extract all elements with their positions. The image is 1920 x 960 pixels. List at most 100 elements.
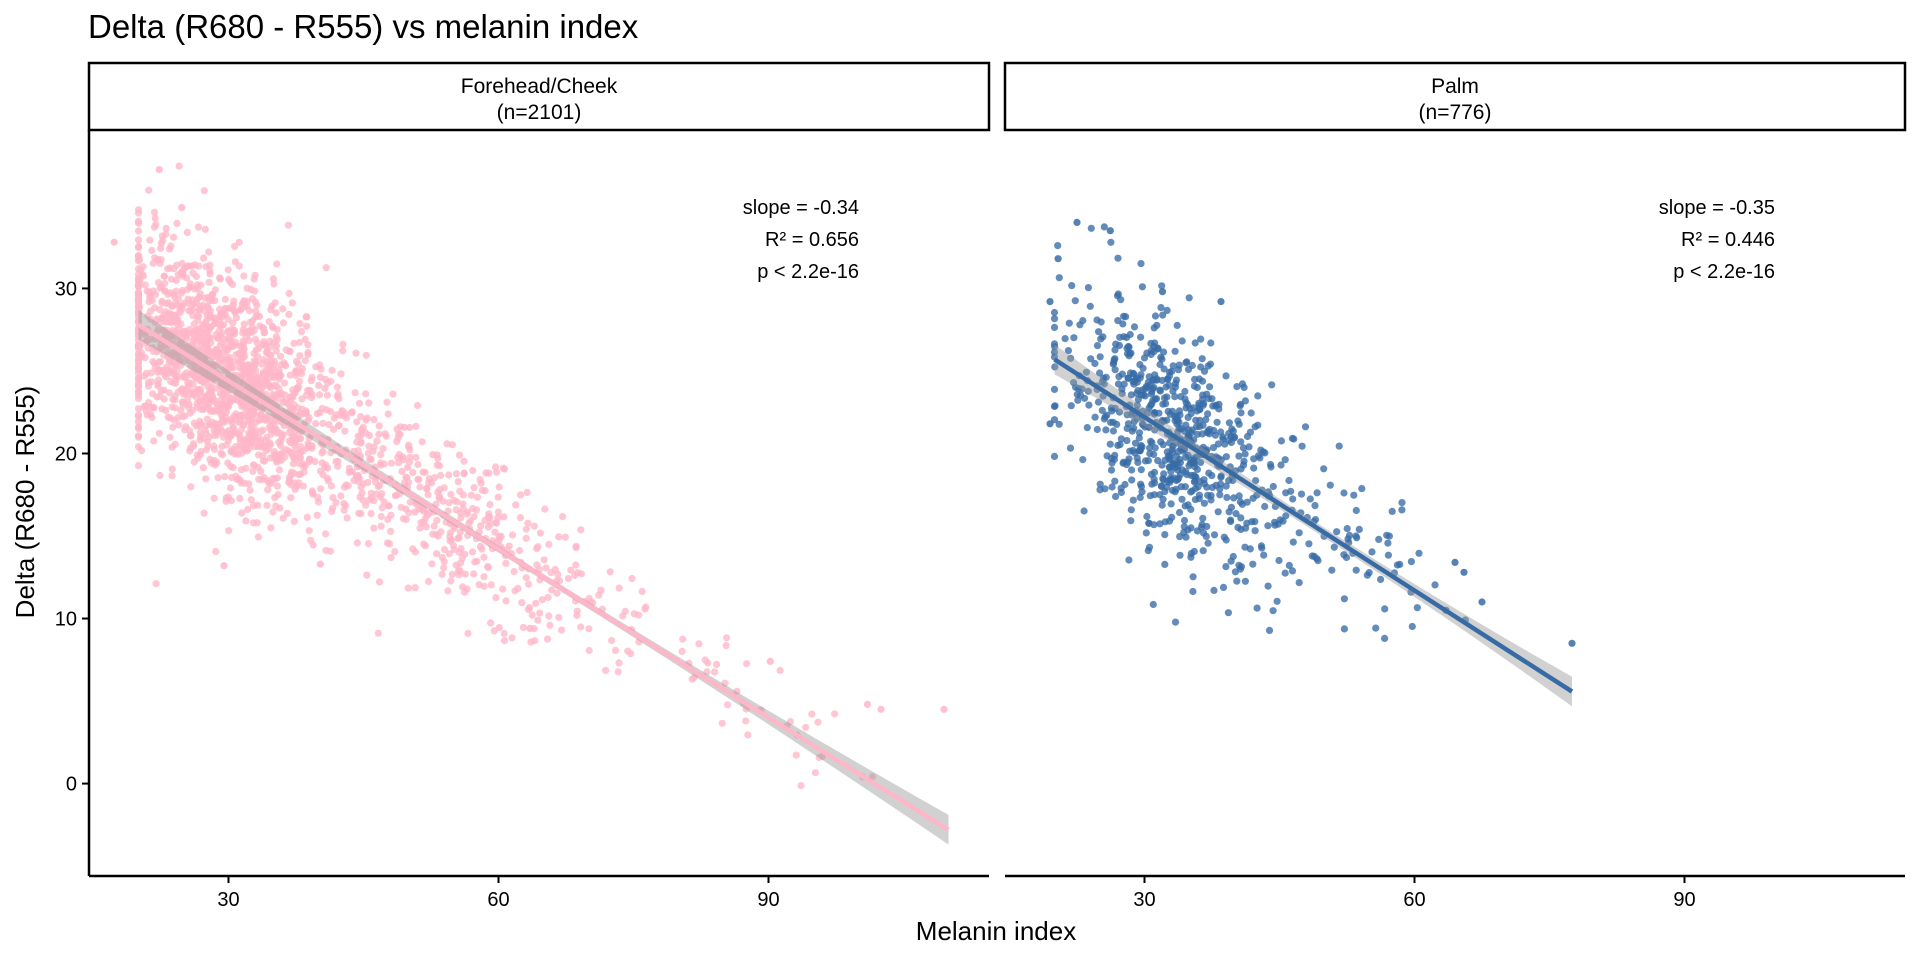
data-point (167, 242, 175, 250)
data-point (303, 444, 311, 452)
data-point (1254, 392, 1262, 400)
data-point (186, 280, 194, 288)
data-point (368, 472, 376, 480)
data-point (200, 371, 208, 379)
data-point (1185, 433, 1193, 441)
data-point (1274, 520, 1282, 528)
data-point (391, 548, 399, 556)
data-point (1097, 335, 1105, 343)
data-point (1093, 425, 1101, 434)
data-point (1072, 383, 1080, 391)
data-point (359, 496, 367, 504)
data-point (199, 464, 207, 472)
data-point (272, 347, 280, 355)
data-point (289, 438, 297, 446)
data-point (477, 522, 485, 530)
facet-strip (1003, 61, 1907, 132)
data-point (1096, 369, 1104, 377)
data-point (1189, 573, 1197, 581)
data-point (1451, 558, 1459, 567)
data-point (363, 571, 371, 579)
data-point (524, 605, 533, 614)
data-point (1187, 524, 1195, 532)
data-point (247, 404, 255, 412)
data-point (1174, 416, 1182, 424)
data-point (1109, 360, 1117, 368)
data-point (1368, 548, 1376, 556)
data-point (212, 397, 220, 405)
data-point (1217, 298, 1225, 306)
data-point (1136, 493, 1144, 501)
data-point (409, 468, 417, 476)
data-point (240, 339, 248, 348)
data-point (440, 564, 448, 572)
y-tick-label: 30 (55, 278, 77, 300)
data-point (171, 404, 179, 412)
data-point (1085, 401, 1093, 409)
data-point (183, 228, 191, 236)
data-point (157, 244, 165, 252)
data-point (248, 323, 256, 331)
data-point (327, 482, 336, 490)
data-point (776, 666, 784, 675)
data-point (267, 306, 275, 314)
data-point (296, 453, 304, 462)
data-point (1408, 622, 1416, 631)
data-point (237, 414, 246, 423)
data-point (221, 295, 229, 303)
data-point (1174, 428, 1182, 436)
data-point (510, 568, 518, 576)
data-point (456, 528, 464, 536)
data-point (486, 514, 494, 522)
data-point (1285, 561, 1293, 570)
data-point (1144, 457, 1152, 465)
data-point (134, 394, 143, 402)
data-point (173, 352, 181, 360)
data-point (278, 433, 286, 441)
data-point (446, 537, 454, 545)
panel-palm: Palm (n=776) slope = -0.35 R² = 0.446 p < 2.… (1003, 61, 1907, 911)
data-point (1120, 333, 1128, 341)
data-point (269, 324, 277, 332)
data-point (1050, 385, 1059, 393)
data-point (1204, 491, 1212, 499)
data-point (246, 363, 254, 372)
data-point (1277, 437, 1285, 445)
data-point (1137, 480, 1145, 488)
data-point (383, 539, 392, 547)
data-point (411, 584, 419, 592)
data-point (1203, 522, 1211, 531)
data-point (252, 307, 260, 315)
data-point (1137, 260, 1145, 268)
data-point (811, 769, 820, 777)
data-point (438, 553, 446, 562)
data-point (134, 411, 143, 419)
data-point (202, 339, 210, 347)
data-point (1217, 428, 1225, 436)
data-point (295, 338, 303, 347)
data-point (230, 412, 238, 420)
data-point (572, 561, 580, 569)
data-point (577, 526, 585, 534)
data-point (608, 636, 616, 645)
data-point (1151, 395, 1159, 403)
data-point (690, 673, 698, 682)
data-point (555, 533, 563, 541)
data-point (215, 349, 223, 357)
data-point (236, 494, 244, 502)
annotation-r-squared: R² = 0.446 (1681, 229, 1775, 251)
data-point (430, 522, 438, 530)
data-point (480, 573, 488, 581)
data-point (1143, 512, 1151, 521)
data-point (161, 332, 170, 340)
data-point (1210, 426, 1218, 435)
data-point (1149, 600, 1157, 609)
data-point (1139, 364, 1147, 372)
data-point (138, 353, 146, 361)
data-point (237, 466, 245, 474)
data-point (531, 637, 539, 645)
data-point (218, 451, 226, 459)
data-point (1050, 308, 1059, 317)
data-point (348, 408, 356, 416)
